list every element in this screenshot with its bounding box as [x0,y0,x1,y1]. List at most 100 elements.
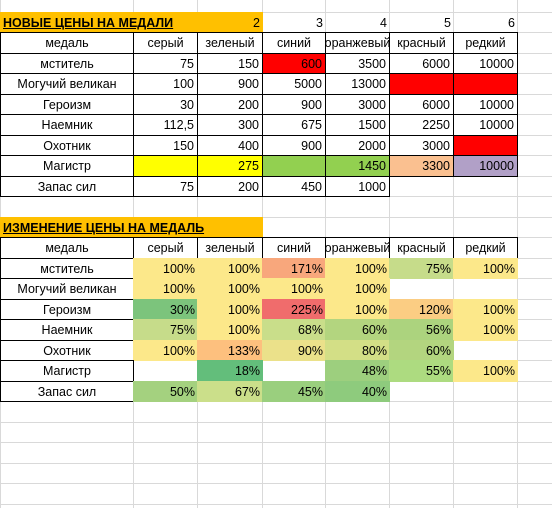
value-cell: 3000 [389,134,454,157]
value-cell: 30 [133,93,198,116]
value-cell: 1500 [325,114,390,136]
value-cell: 75 [133,52,198,75]
value-cell: 112,5 [133,114,198,136]
value-cell: 56% [389,319,454,341]
value-cell: 13000 [325,73,390,95]
row-label: Охотник [0,134,134,157]
row-label: Магистр [0,155,134,177]
grid-row [0,503,552,505]
value-cell: 100% [262,278,326,300]
value-cell: 1450 [325,155,390,177]
value-cell: 2000 [325,134,390,157]
row-label: мститель [0,257,134,280]
value-cell: 100% [325,298,390,321]
row-label: Охотник [0,339,134,362]
value-cell: 100% [133,278,198,300]
value-cell: 900 [262,93,326,116]
value-cell: 133% [197,339,263,362]
value-cell: 100% [453,319,518,341]
grid-row [0,442,552,444]
column-number: 6 [508,15,515,30]
value-cell: 100% [453,257,518,280]
column-header: медаль [0,237,134,259]
value-cell: 3300 [389,155,454,177]
value-cell [133,155,198,177]
value-cell: 100% [197,298,263,321]
value-cell: 1000 [325,175,390,198]
value-cell: 100% [453,360,518,382]
value-cell: 5000 [262,73,326,95]
grid-row [0,11,552,13]
column-header: серый [133,237,198,259]
grid-row [0,483,552,485]
value-cell: 100% [197,278,263,300]
value-cell: 40% [325,380,390,403]
value-cell [453,134,518,157]
value-cell: 80% [325,339,390,362]
value-cell: 10000 [453,93,518,116]
value-cell: 10000 [453,114,518,136]
value-cell: 100% [325,257,390,280]
value-cell: 48% [325,360,390,382]
value-cell: 30% [133,298,198,321]
value-cell: 100% [197,319,263,341]
value-cell: 18% [197,360,263,382]
column-header: красный [389,237,454,259]
value-cell: 400 [197,134,263,157]
value-cell: 200 [197,175,263,198]
value-cell: 100% [453,298,518,321]
value-cell: 2250 [389,114,454,136]
value-cell: 10000 [453,52,518,75]
value-cell: 900 [262,134,326,157]
value-cell: 75% [133,319,198,341]
value-cell: 60% [389,339,454,362]
row-label: Могучий великан [0,73,134,95]
value-cell: 90% [262,339,326,362]
value-cell: 450 [262,175,326,198]
value-cell: 275 [197,155,263,177]
grid-row [0,216,552,218]
row-label: Наемник [0,319,134,341]
value-cell: 675 [262,114,326,136]
value-cell: 100% [197,257,263,280]
value-cell: 200 [197,93,263,116]
value-cell: 225% [262,298,326,321]
value-cell: 45% [262,380,326,403]
value-cell: 60% [325,319,390,341]
value-cell: 100% [325,278,390,300]
column-number: 5 [444,15,451,30]
value-cell: 100% [133,257,198,280]
value-cell: 100% [133,339,198,362]
value-cell: 600 [262,52,326,75]
grid-row [0,462,552,464]
value-cell: 50% [133,380,198,403]
value-cell: 100 [133,73,198,95]
value-cell: 3500 [325,52,390,75]
value-cell: 3000 [325,93,390,116]
value-cell: 67% [197,380,263,403]
value-cell: 10000 [453,155,518,177]
row-label: Героизм [0,93,134,116]
column-header: оранжевый [325,237,390,259]
value-cell [262,155,326,177]
value-cell: 150 [133,134,198,157]
value-cell: 55% [389,360,454,382]
row-label: мститель [0,52,134,75]
value-cell: 6000 [389,52,454,75]
value-cell [453,73,518,95]
value-cell: 120% [389,298,454,321]
column-header: синий [262,237,326,259]
column-header: зеленый [197,237,263,259]
column-header: редкий [453,32,518,54]
value-cell: 300 [197,114,263,136]
value-cell: 75% [389,257,454,280]
column-header: медаль [0,32,134,54]
column-header: серый [133,32,198,54]
column-number: 4 [380,15,387,30]
value-cell: 900 [197,73,263,95]
column-number: 3 [316,15,323,30]
value-cell [389,73,454,95]
table-title: НОВЫЕ ЦЕНЫ НА МЕДАЛИ [0,11,263,34]
grid-row [0,421,552,423]
